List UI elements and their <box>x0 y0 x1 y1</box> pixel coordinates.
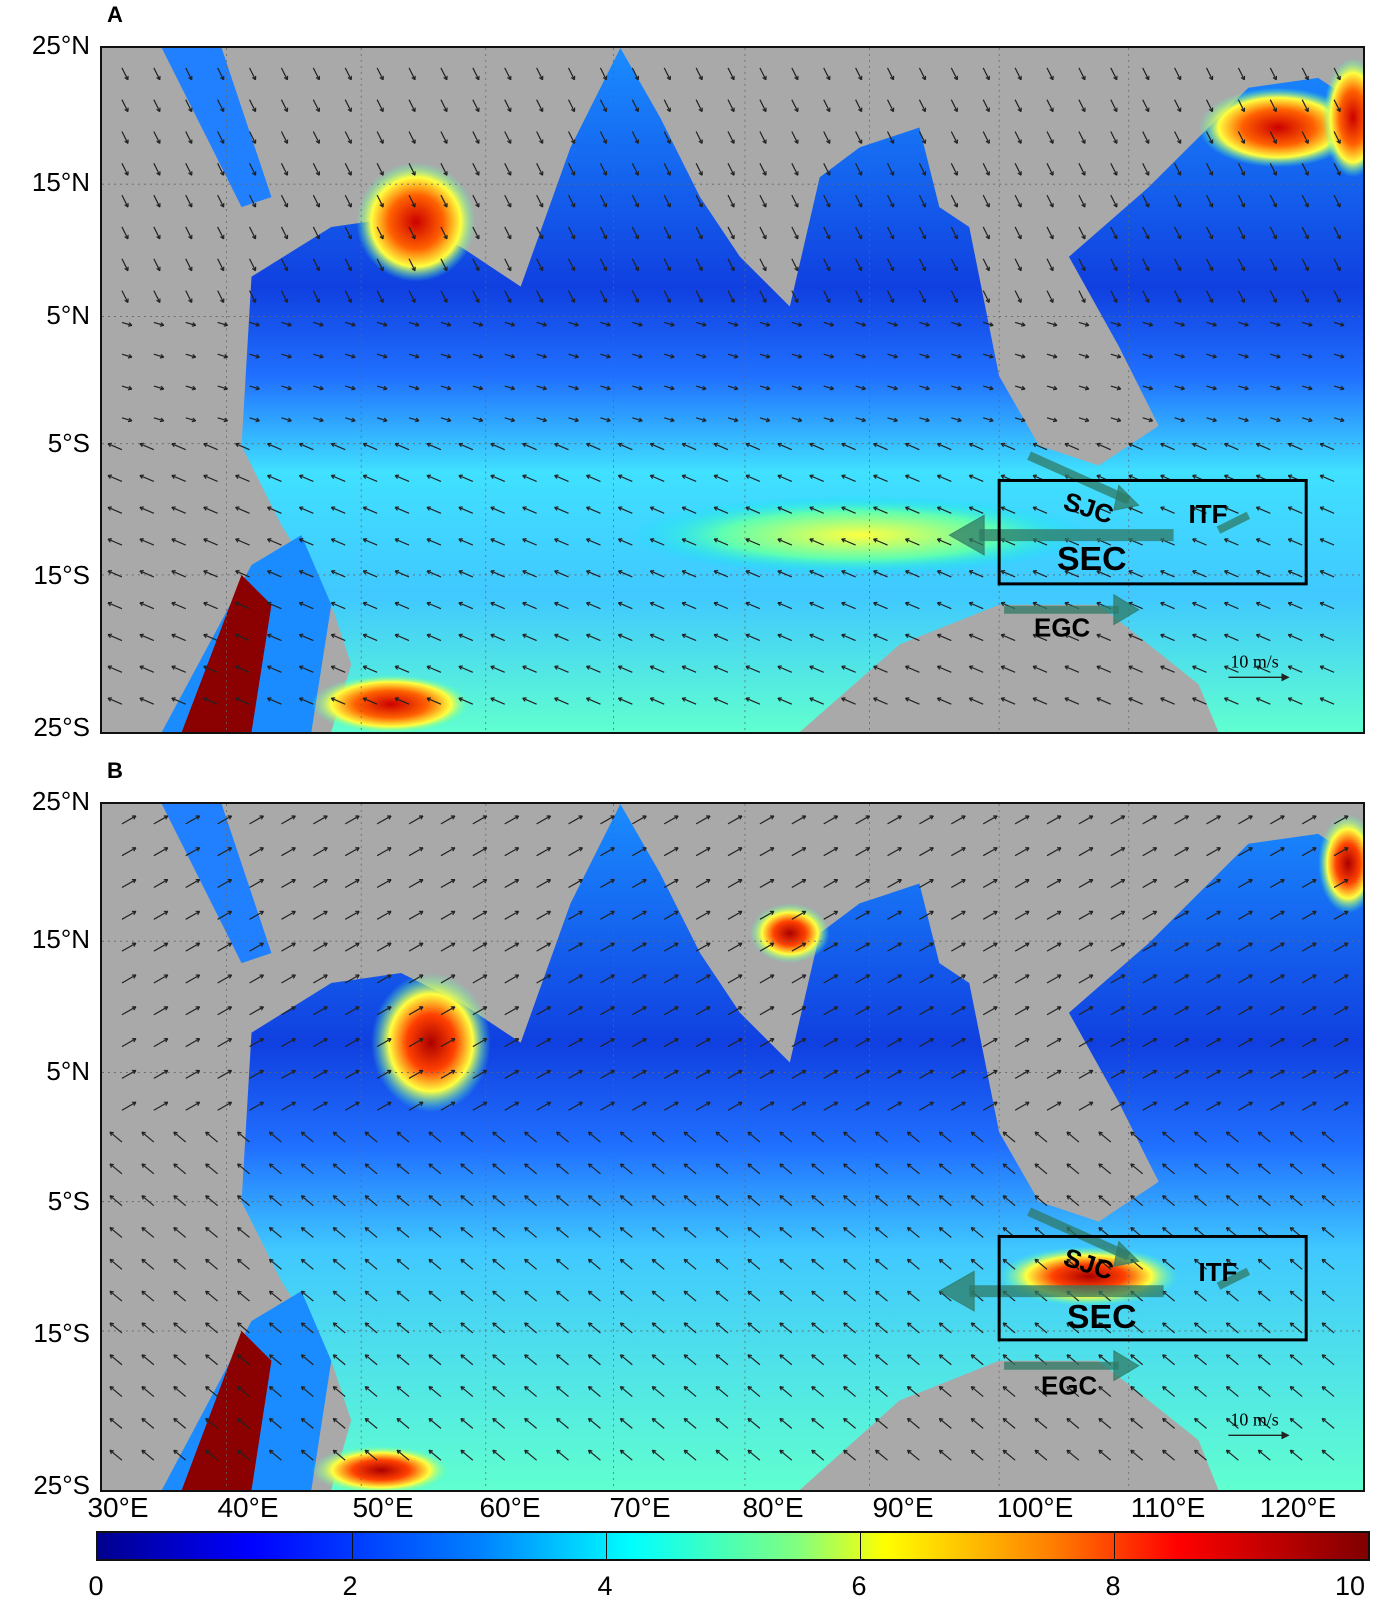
lat-tick-b-0: 25°N <box>31 786 90 816</box>
colorbar-tick-1: 2 <box>342 1571 358 1601</box>
label-sec-b: SEC <box>1067 1298 1137 1336</box>
lon-tick-0: 30°E <box>87 1492 149 1523</box>
colorbar <box>96 1531 1370 1561</box>
lat-tick-b-5: 25°S <box>33 1470 90 1500</box>
current-arrows-b <box>938 1207 1251 1382</box>
lat-tick-a-5: 25°S <box>33 712 90 742</box>
label-egc-b: EGC <box>1041 1373 1097 1401</box>
colorbar-tick-2: 4 <box>597 1571 613 1601</box>
lon-tick-8: 110°E <box>1130 1492 1206 1523</box>
map-panel-b: SJC ITF SEC EGC 10 m/s <box>100 802 1365 1492</box>
lat-tick-b-4: 15°S <box>33 1318 90 1348</box>
lon-tick-6: 90°E <box>872 1492 934 1523</box>
study-box-b <box>997 1234 1308 1342</box>
ocean-area <box>241 48 1363 732</box>
panel-b-letter: B <box>107 758 123 783</box>
colorbar-tick-5: 10 <box>1334 1571 1366 1601</box>
scale-label-b: 10 m/s <box>1230 1409 1278 1429</box>
lon-tick-4: 70°E <box>609 1492 671 1523</box>
map-a-svg: SJC ITF SEC EGC 10 m/s <box>102 48 1363 732</box>
lat-tick-a-1: 15°N <box>31 167 90 197</box>
lat-tick-a-2: 5°N <box>46 300 90 330</box>
panel-a-letter: A <box>107 2 123 27</box>
ocean-area <box>241 804 1363 1490</box>
label-sec-a: SEC <box>1057 540 1127 578</box>
wind-vectors-a <box>107 67 1345 705</box>
scale-label-a: 10 m/s <box>1230 651 1278 671</box>
lon-tick-5: 80°E <box>742 1492 804 1523</box>
lat-tick-a-4: 15°S <box>33 560 90 590</box>
label-itf-b: ITF <box>1199 1259 1238 1287</box>
label-egc-a: EGC <box>1034 615 1090 643</box>
study-box-a <box>997 478 1308 586</box>
lon-tick-7: 100°E <box>996 1492 1074 1523</box>
lon-tick-9: 120°E <box>1259 1492 1337 1523</box>
wind-vectors-b <box>109 815 1349 1461</box>
lat-tick-a-3: 5°S <box>47 428 90 458</box>
current-arrows-a <box>948 451 1251 626</box>
lat-tick-b-1: 15°N <box>31 924 90 954</box>
lon-tick-3: 60°E <box>479 1492 541 1523</box>
lat-tick-b-3: 5°S <box>47 1186 90 1216</box>
map-panel-a: SJC ITF SEC EGC 10 m/s <box>100 46 1365 734</box>
lon-tick-2: 50°E <box>352 1492 414 1523</box>
label-itf-a: ITF <box>1189 501 1228 529</box>
map-b-svg: SJC ITF SEC EGC 10 m/s <box>102 804 1363 1490</box>
colorbar-tick-3: 6 <box>851 1571 867 1601</box>
lat-tick-b-2: 5°N <box>46 1056 90 1086</box>
colorbar-tick-4: 8 <box>1105 1571 1121 1601</box>
lon-tick-1: 40°E <box>217 1492 279 1523</box>
lat-tick-a-0: 25°N <box>31 30 90 60</box>
colorbar-tick-0: 0 <box>88 1571 104 1601</box>
